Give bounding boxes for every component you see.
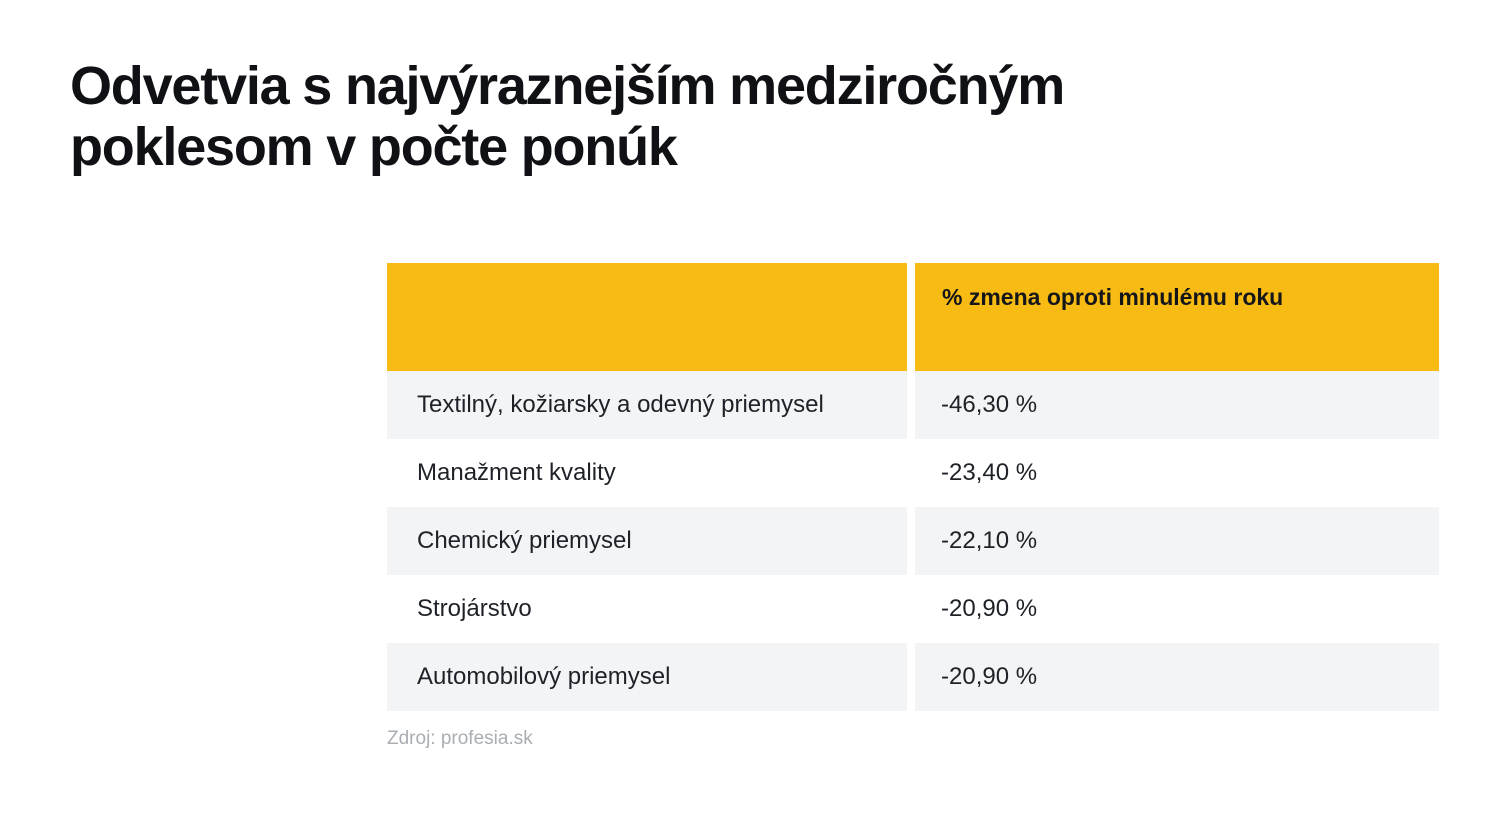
row-label: Strojárstvo (387, 575, 907, 643)
row-value: -20,90 % (915, 643, 1439, 711)
table-row: Automobilový priemysel -20,90 % (387, 643, 1439, 711)
source-note: Zdroj: profesia.sk (387, 728, 533, 749)
row-label: Textilný, kožiarsky a odevný priemysel (387, 371, 907, 439)
row-label: Automobilový priemysel (387, 643, 907, 711)
table-row: Textilný, kožiarsky a odevný priemysel -… (387, 371, 1439, 439)
row-value: -46,30 % (915, 371, 1439, 439)
table-header-row: % zmena oproti minulému roku (387, 263, 1439, 371)
decline-table: % zmena oproti minulému roku Textilný, k… (387, 263, 1439, 711)
header-cell-change: % zmena oproti minulému roku (915, 263, 1439, 371)
row-value: -20,90 % (915, 575, 1439, 643)
table-row: Manažment kvality -23,40 % (387, 439, 1439, 507)
row-label: Chemický priemysel (387, 507, 907, 575)
page-title: Odvetvia s najvýraznejším medziročným po… (70, 56, 1065, 177)
row-value: -23,40 % (915, 439, 1439, 507)
row-label: Manažment kvality (387, 439, 907, 507)
header-cell-empty (387, 263, 907, 371)
table-row: Strojárstvo -20,90 % (387, 575, 1439, 643)
table-row: Chemický priemysel -22,10 % (387, 507, 1439, 575)
row-value: -22,10 % (915, 507, 1439, 575)
